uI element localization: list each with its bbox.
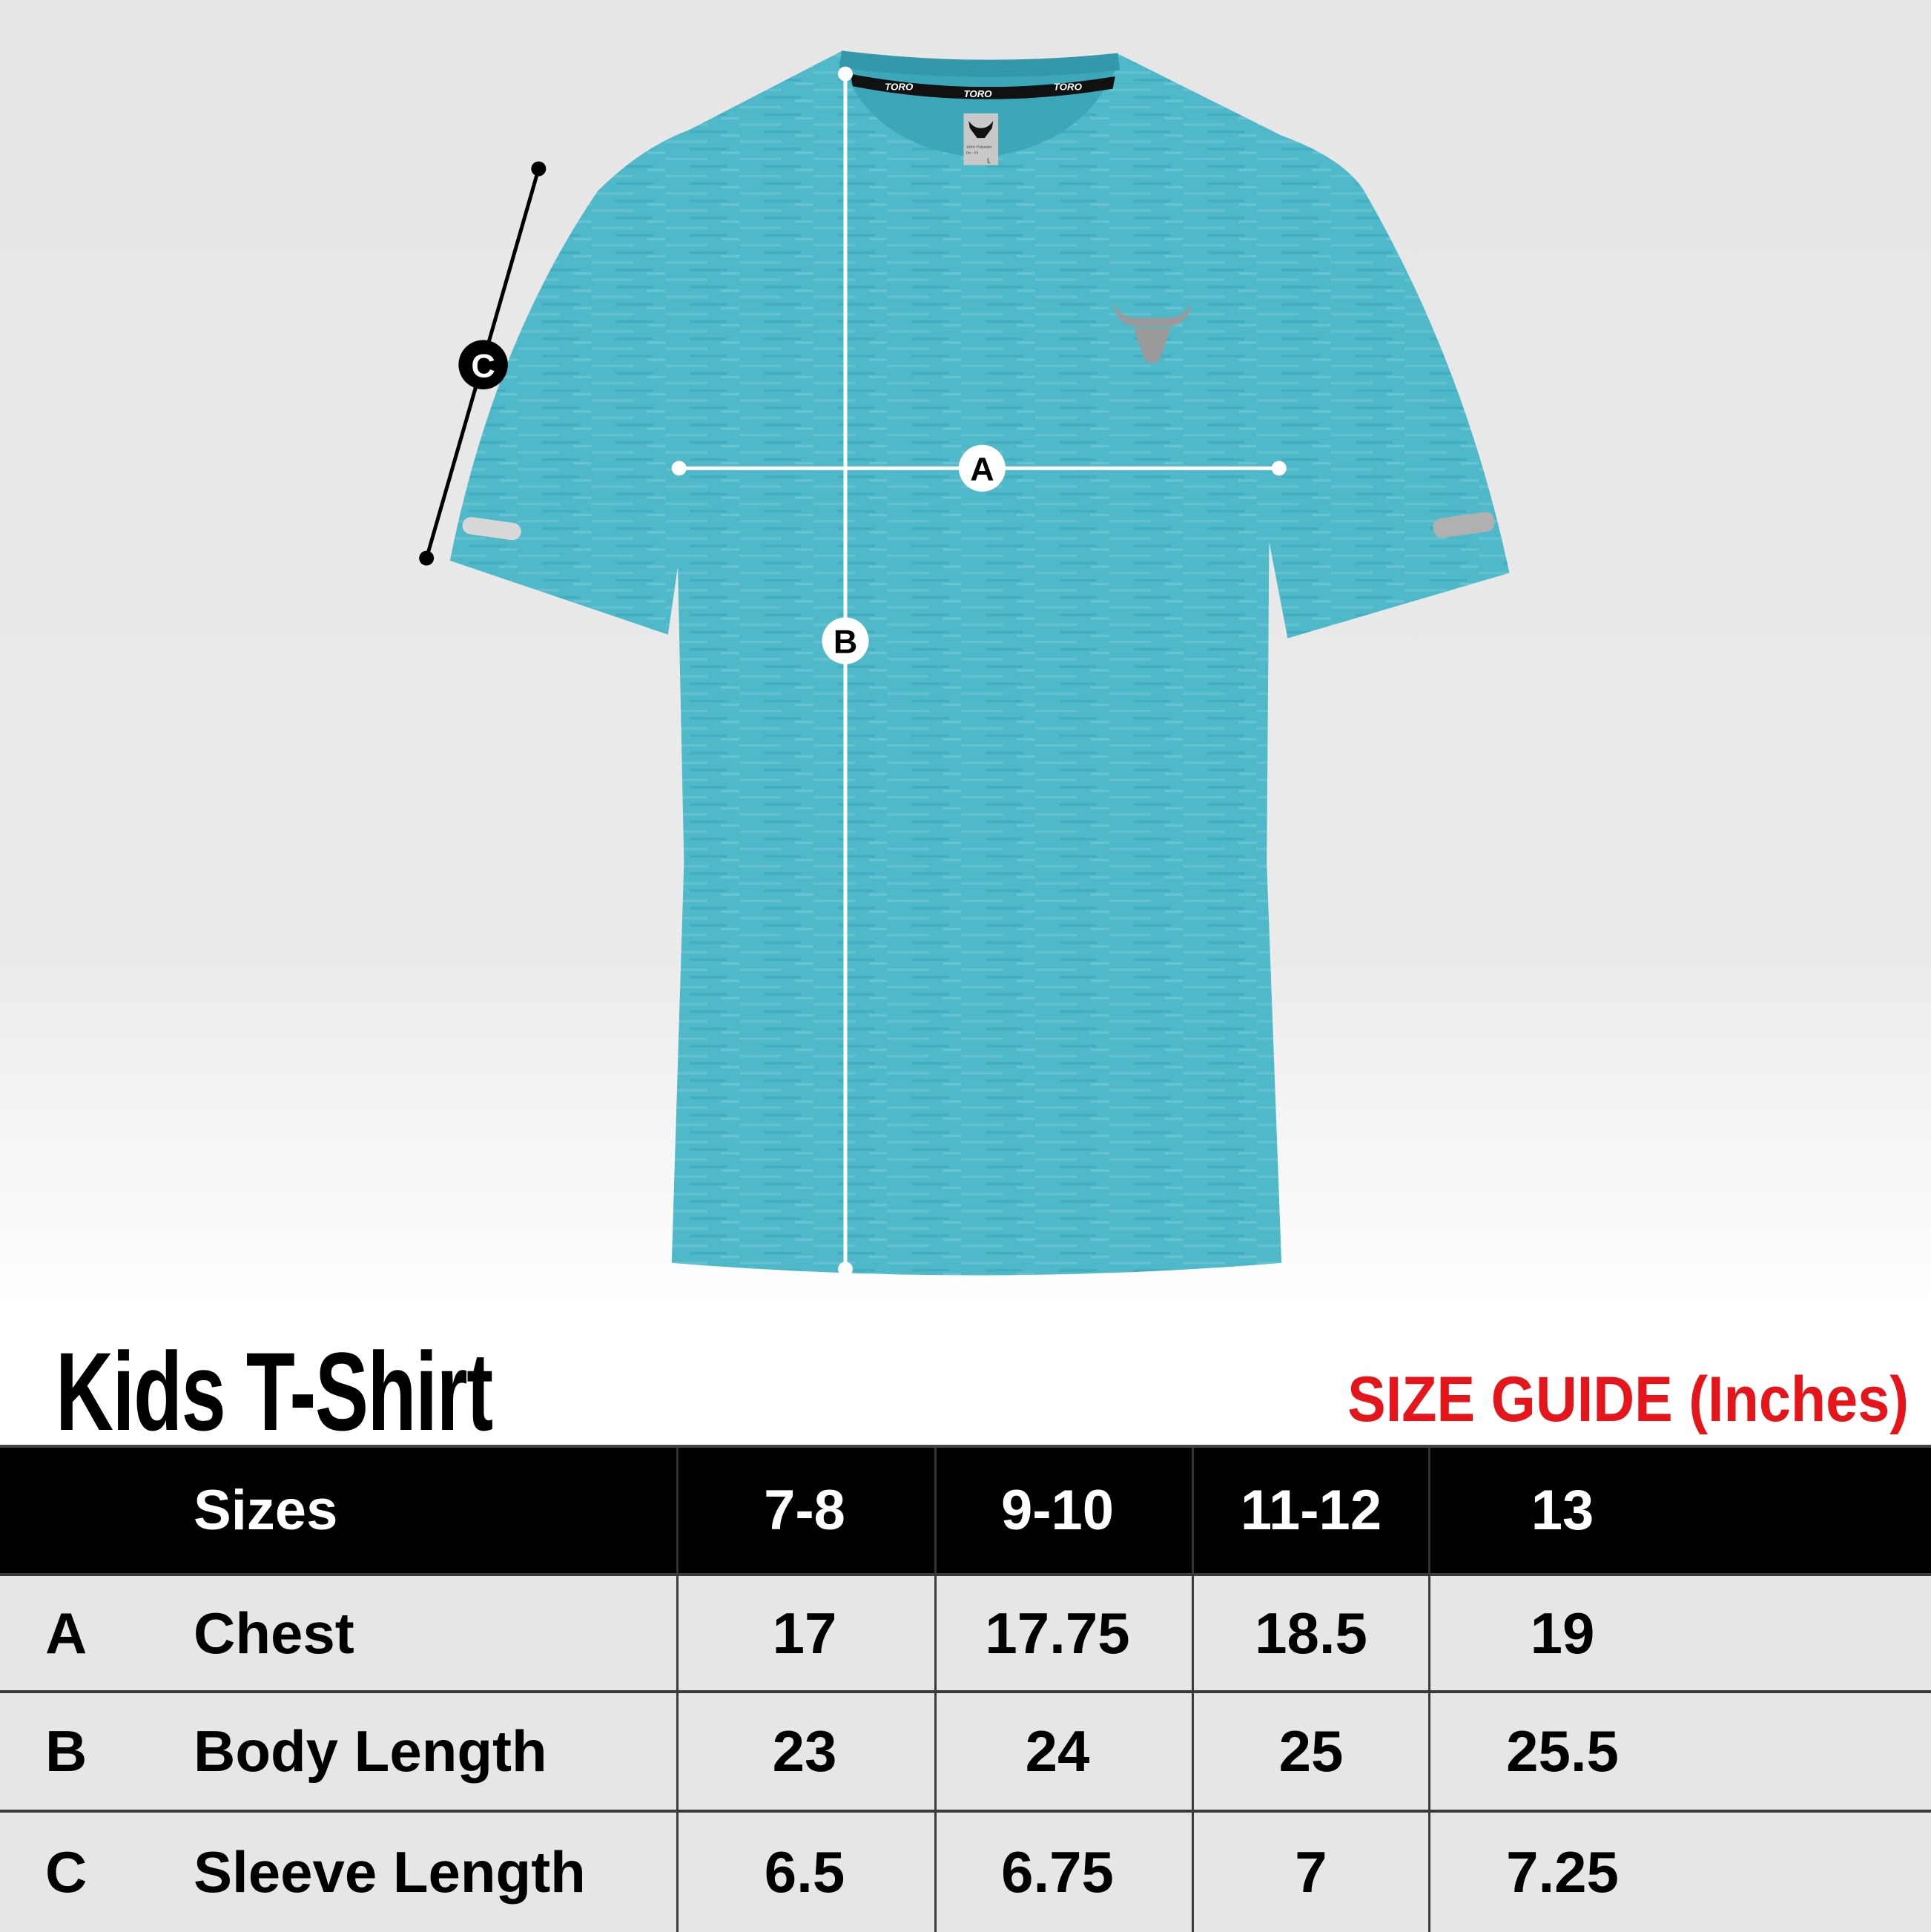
table-cell: 24 bbox=[1025, 1718, 1090, 1784]
neck-tape-text: TORO bbox=[885, 81, 914, 92]
table-cell: 7 bbox=[1295, 1839, 1327, 1905]
svg-text:C: C bbox=[471, 346, 495, 384]
neck-tape-text: TORO bbox=[1054, 81, 1083, 92]
svg-text:L: L bbox=[987, 156, 991, 164]
table-cell: 19 bbox=[1530, 1600, 1595, 1666]
size-guide-label: SIZE GUIDE (Inches) bbox=[1347, 1364, 1909, 1435]
product-title: Kids T-Shirt bbox=[56, 1329, 493, 1454]
table-cell: 17 bbox=[772, 1600, 837, 1666]
svg-text:100% Polyester: 100% Polyester bbox=[966, 145, 992, 149]
measure-a-line: A bbox=[671, 444, 1287, 492]
row-label: Sleeve Length bbox=[194, 1839, 586, 1905]
sleeve-reflective-stripe bbox=[1433, 512, 1495, 538]
header-label: Sizes bbox=[194, 1479, 338, 1542]
row-label: Body Length bbox=[194, 1718, 547, 1784]
sleeve-reflective-stripe bbox=[462, 517, 521, 541]
row-key: A bbox=[45, 1600, 88, 1666]
row-key: B bbox=[45, 1718, 88, 1784]
measure-c-line: C bbox=[419, 161, 547, 566]
bull-logo-icon bbox=[1112, 302, 1192, 364]
measure-b-line: B bbox=[822, 66, 869, 1277]
svg-text:B: B bbox=[834, 623, 857, 661]
row-label: Chest bbox=[194, 1600, 354, 1666]
table-cell: 6.5 bbox=[764, 1839, 845, 1905]
bull-head-icon bbox=[968, 120, 994, 139]
neck-tape bbox=[850, 73, 1115, 99]
size-header: 13 bbox=[1531, 1479, 1594, 1542]
row-key: C bbox=[45, 1839, 88, 1905]
table-cell: 7.25 bbox=[1506, 1839, 1619, 1905]
svg-text:Dri - Fit: Dri - Fit bbox=[966, 151, 979, 156]
size-header: 7-8 bbox=[764, 1479, 845, 1542]
table-cell: 17.75 bbox=[985, 1600, 1130, 1666]
table-row: A Chest 17 17.75 18.5 19 bbox=[0, 1573, 1931, 1690]
table-cell: 18.5 bbox=[1255, 1600, 1367, 1666]
size-header: 11-12 bbox=[1240, 1479, 1382, 1542]
size-header: 9-10 bbox=[1000, 1479, 1115, 1542]
table-cell: 6.75 bbox=[1001, 1839, 1114, 1905]
table-cell: 25.5 bbox=[1506, 1718, 1619, 1784]
table-cell: 23 bbox=[772, 1718, 837, 1784]
size-table: Sizes 7-8 9-10 11-12 13 A Chest 17 17.75… bbox=[0, 1445, 1931, 1932]
table-cell: 25 bbox=[1278, 1718, 1344, 1784]
neck-tape-text: TORO bbox=[964, 88, 993, 99]
table-row: B Body Length 23 24 25 25.5 bbox=[0, 1690, 1931, 1810]
table-header-row: Sizes 7-8 9-10 11-12 13 bbox=[0, 1445, 1931, 1573]
shirt-body bbox=[449, 51, 1510, 1276]
table-row: C Sleeve Length 6.5 6.75 7 7.25 bbox=[0, 1810, 1931, 1932]
svg-text:A: A bbox=[970, 450, 994, 488]
